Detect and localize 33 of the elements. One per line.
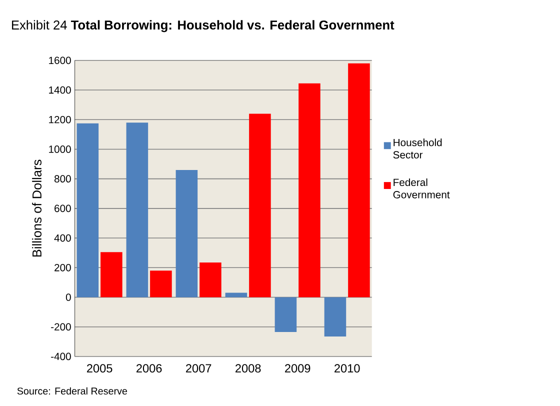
x-tick-label: 2005 [86,364,112,373]
y-tick-label: 800 [54,175,71,183]
bar [76,123,99,298]
bar [126,122,148,298]
bar [200,262,222,298]
y-tick-label: 1400 [49,86,71,94]
y-tick-label: -200 [51,323,71,331]
y-tick-label: 400 [54,234,71,242]
x-tick-label: 2007 [186,364,212,373]
legend-label: Federal Government [393,178,450,198]
bar [176,170,198,298]
bar [100,252,122,298]
source-note: Source: Federal Reserve [17,387,128,395]
y-axis-title: Billions of Dollars [32,160,42,257]
bar [348,63,370,298]
x-tick-label: 2006 [136,364,162,373]
x-tick-label: 2008 [236,364,261,373]
x-tick-label: 2010 [334,364,360,373]
x-tick-label: 2009 [285,364,310,373]
y-tick-label: 1200 [49,116,71,124]
y-tick-label: 0 [66,294,71,301]
y-tick-label: 1000 [49,146,71,153]
y-tick-label: 600 [54,204,71,212]
chart-title: Exhibit 24 Total Borrowing: Household vs. Federal Government [12,20,394,32]
legend-label: Household Sector [393,138,442,159]
bar [298,83,320,298]
bar [249,114,271,298]
y-tick-label: -400 [51,352,71,360]
y-tick-label: 1600 [49,56,71,64]
y-tick-label: 200 [54,264,71,272]
bar [324,297,346,336]
bar [150,270,172,298]
bar [274,297,297,332]
